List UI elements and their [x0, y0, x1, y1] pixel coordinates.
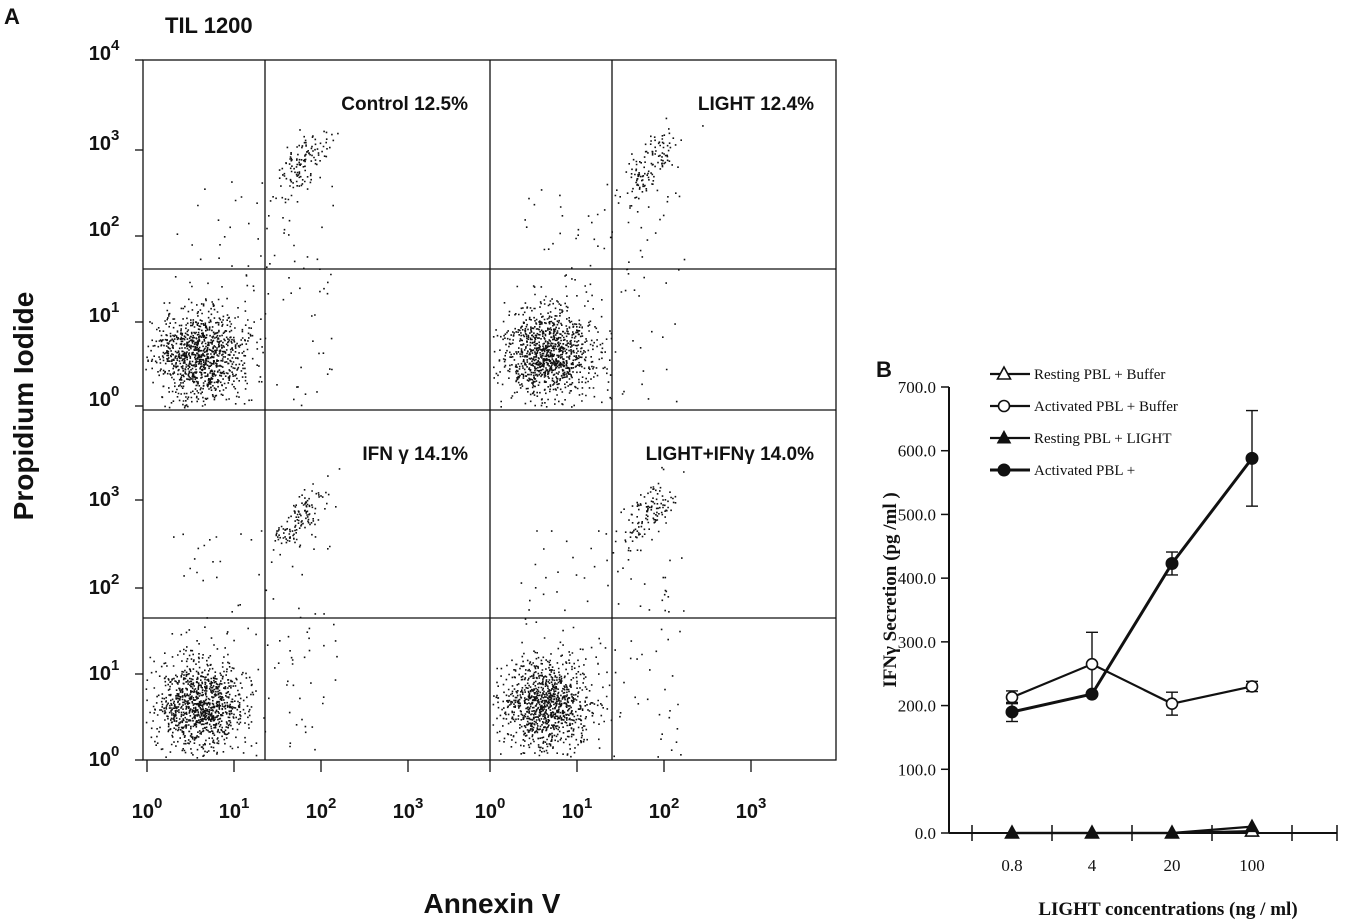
legend-label: Resting PBL + Buffer [1034, 367, 1165, 383]
panel-dots-bottom-right [492, 466, 685, 758]
panel-a-ylabel: Propidium Iodide [8, 292, 39, 521]
legend-marker [997, 463, 1011, 477]
legend-marker [996, 365, 1012, 380]
y-tick-label-bottom: 102 [89, 571, 120, 599]
x-tick-label: 100 [475, 795, 506, 823]
x-tick-label: 102 [306, 795, 337, 823]
data-point [1165, 697, 1179, 710]
panel-b-chart: 0.0 100.0 200.0 300.0 400.0 500.0 600.0 700.0 0.… [880, 365, 1338, 920]
panel-dots-top-left [145, 129, 339, 409]
panel-a-letter: A [4, 4, 20, 29]
y-tick-label-bottom: 101 [89, 657, 120, 685]
quadrant-label-top-left: Control 12.5% [341, 94, 468, 115]
panel-a-plot-area [142, 59, 837, 761]
quadrant-label-top-right: LIGHT 12.4% [698, 94, 814, 115]
data-point [1084, 824, 1100, 839]
series-2 [1004, 818, 1260, 839]
y-tick-label-top: 102 [89, 213, 120, 241]
panel-b-x-tick-label: 0.8 [1001, 856, 1022, 875]
y-tick-label-bottom: 100 [89, 743, 120, 771]
panel-b-ylabel: IFNγ Secretion (pg /ml ) [880, 492, 901, 687]
panel-b-y-tick-label: 200.0 [898, 697, 936, 716]
legend-label: Activated PBL + Buffer [1034, 399, 1178, 415]
panel-b-y-tick-label: 600.0 [898, 442, 936, 461]
data-point [1004, 824, 1020, 839]
panel-b-x-tick-label: 100 [1239, 856, 1265, 875]
x-tick-label: 101 [562, 795, 593, 823]
panel-b-xlabel: LIGHT concentrations (ng / ml) [1038, 899, 1297, 920]
series-1 [1005, 631, 1259, 716]
y-tick-label-top: 104 [89, 37, 120, 65]
data-point [1165, 556, 1179, 570]
x-tick-label: 100 [132, 795, 163, 823]
legend-marker [996, 429, 1012, 444]
legend-label: Resting PBL + LIGHT [1034, 431, 1171, 447]
y-tick-label-bottom: 103 [89, 483, 120, 511]
panel-a-dots [145, 117, 704, 759]
panel-b-y-tick-label: 100.0 [898, 760, 936, 779]
legend-marker [997, 399, 1011, 413]
panel-b-y-tick-label: 500.0 [898, 505, 936, 524]
data-point [1005, 705, 1019, 719]
panel-b-legend: Resting PBL + Buffer Activated PBL + Buff… [990, 365, 1178, 479]
panel-a-ticks: 104 103 102 101 100 103 102 101 100 100 101 102 103 1… [89, 37, 767, 823]
data-point [1245, 451, 1259, 465]
x-tick-label: 102 [649, 795, 680, 823]
data-point [1245, 680, 1259, 693]
panel-a-xlabel: Annexin V [424, 888, 561, 919]
panel-a-title: TIL 1200 [165, 13, 253, 38]
panel-b-letter: B [876, 357, 892, 382]
panel-b-x-tick-label: 20 [1164, 856, 1181, 875]
panel-b-y-tick-label: 400.0 [898, 569, 936, 588]
panel-b-y-tick-label: 0.0 [915, 824, 936, 843]
x-tick-label: 103 [393, 795, 424, 823]
legend-label: Activated PBL + [1034, 463, 1135, 479]
panel-dots-bottom-left [145, 468, 341, 759]
series-3 [1005, 409, 1259, 723]
series-line [1011, 457, 1254, 714]
series-line [1012, 825, 1253, 835]
data-point [1244, 818, 1260, 833]
data-point [1005, 690, 1019, 704]
quadrant-label-bottom-right: LIGHT+IFNγ 14.0% [646, 444, 815, 465]
quadrant-label-bottom-left: IFN γ 14.1% [362, 444, 468, 465]
data-point [1164, 824, 1180, 839]
x-tick-label: 103 [736, 795, 767, 823]
data-point [1085, 657, 1099, 671]
panel-b-x-tick-label: 4 [1088, 856, 1097, 875]
panel-b-y-tick-label: 700.0 [898, 378, 936, 397]
panel-dots-top-right [492, 117, 704, 408]
y-tick-label-top: 100 [89, 383, 120, 411]
y-tick-label-top: 103 [89, 127, 120, 155]
data-point [1085, 687, 1099, 701]
y-tick-label-top: 101 [89, 299, 120, 327]
series-line [1011, 662, 1253, 705]
panel-a-quadrant-labels: Control 12.5% LIGHT 12.4% IFN γ 14.1% LIGHT… [341, 94, 814, 465]
panel-b-y-tick-label: 300.0 [898, 633, 936, 652]
x-tick-label: 101 [219, 795, 250, 823]
